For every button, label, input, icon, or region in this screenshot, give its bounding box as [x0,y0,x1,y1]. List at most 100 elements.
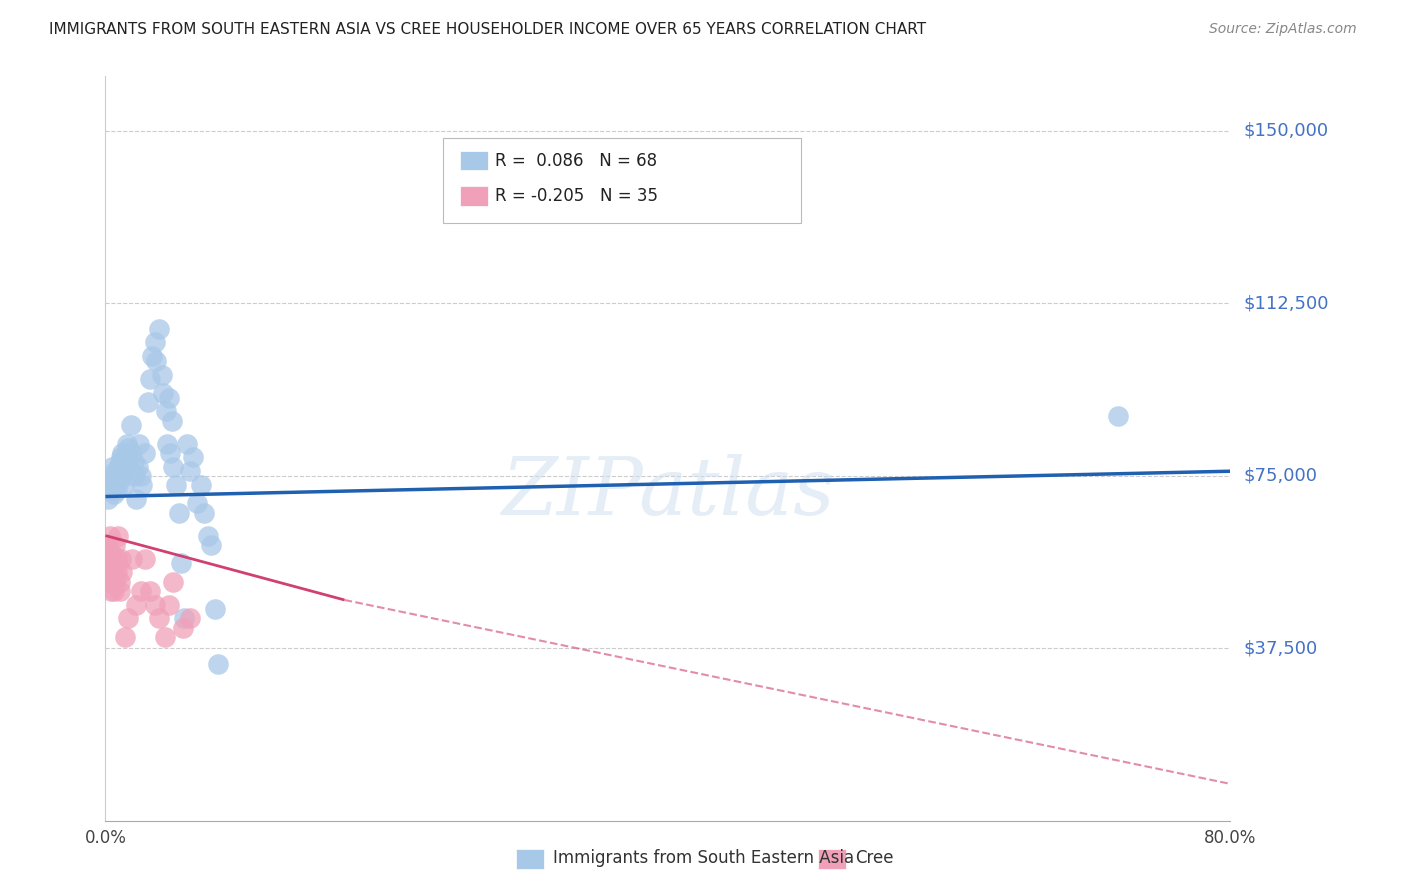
Point [156,436,179,450]
Point [111,446,134,460]
Point [121,551,143,566]
Point [165,478,187,492]
Point [136,395,159,409]
Point [111,566,134,580]
Point [179,611,201,625]
Point [96,556,118,570]
Point [105,566,128,580]
Point [186,496,208,510]
Text: $37,500: $37,500 [1244,640,1317,657]
Point [105,551,128,566]
Point [117,442,139,455]
Point [114,464,136,478]
Point [134,446,156,460]
Point [103,583,125,598]
Point [104,478,127,492]
Point [97,538,120,552]
Text: Source: ZipAtlas.com: Source: ZipAtlas.com [1209,22,1357,37]
Point [179,464,201,478]
Point [152,386,174,401]
Point [200,538,222,552]
Point [139,372,162,386]
Point [117,611,139,625]
Point [103,468,125,483]
Point [108,474,131,488]
Point [129,468,152,483]
Point [150,368,173,382]
Point [115,436,138,450]
Point [173,611,195,625]
Point [148,321,170,335]
Point [193,506,215,520]
Point [110,468,132,483]
Point [107,528,129,542]
Point [98,566,121,580]
Point [148,611,170,625]
Point [110,551,132,566]
Point [103,556,125,570]
Point [108,455,131,469]
Text: Immigrants from South Eastern Asia: Immigrants from South Eastern Asia [553,849,853,867]
Text: Cree: Cree [855,849,893,867]
Point [111,464,134,478]
Point [204,602,226,616]
Point [207,657,229,672]
Point [103,487,125,501]
Text: ZIPatlas: ZIPatlas [501,454,835,532]
Point [172,621,194,635]
Point [124,468,146,483]
Point [117,459,139,474]
Point [176,436,198,450]
Text: IMMIGRANTS FROM SOUTH EASTERN ASIA VS CREE HOUSEHOLDER INCOME OVER 65 YEARS CORR: IMMIGRANTS FROM SOUTH EASTERN ASIA VS CR… [49,22,927,37]
Point [160,414,183,428]
Point [139,583,162,598]
Point [101,574,124,589]
Point [114,630,136,644]
Point [100,583,122,598]
Point [105,474,128,488]
Point [127,459,149,474]
Point [112,478,135,492]
Point [190,478,212,492]
Point [98,528,121,542]
Point [128,436,150,450]
Point [104,574,127,589]
Text: $75,000: $75,000 [1244,467,1317,485]
Point [104,538,127,552]
Point [121,446,143,460]
Point [143,335,166,350]
Point [167,506,190,520]
Point [145,354,167,368]
Point [155,404,177,418]
Point [110,450,132,465]
Point [125,491,148,506]
Point [143,598,166,612]
Point [114,455,136,469]
Point [97,491,120,506]
Point [157,598,180,612]
Point [125,598,148,612]
Point [118,450,141,465]
Point [153,630,176,644]
Point [108,574,131,589]
Point [100,551,122,566]
Point [197,528,219,542]
Point [108,583,131,598]
Point [105,483,128,497]
Point [162,574,184,589]
Point [100,483,122,497]
Point [103,566,125,580]
Point [162,459,184,474]
Point [104,464,127,478]
Point [157,391,180,405]
Point [134,551,156,566]
Point [181,450,204,465]
Point [1107,409,1129,423]
Point [141,349,163,363]
Text: R = -0.205   N = 35: R = -0.205 N = 35 [495,187,658,205]
Point [97,574,120,589]
Text: $150,000: $150,000 [1244,122,1329,140]
Point [131,478,153,492]
Point [101,547,124,561]
Point [107,468,129,483]
